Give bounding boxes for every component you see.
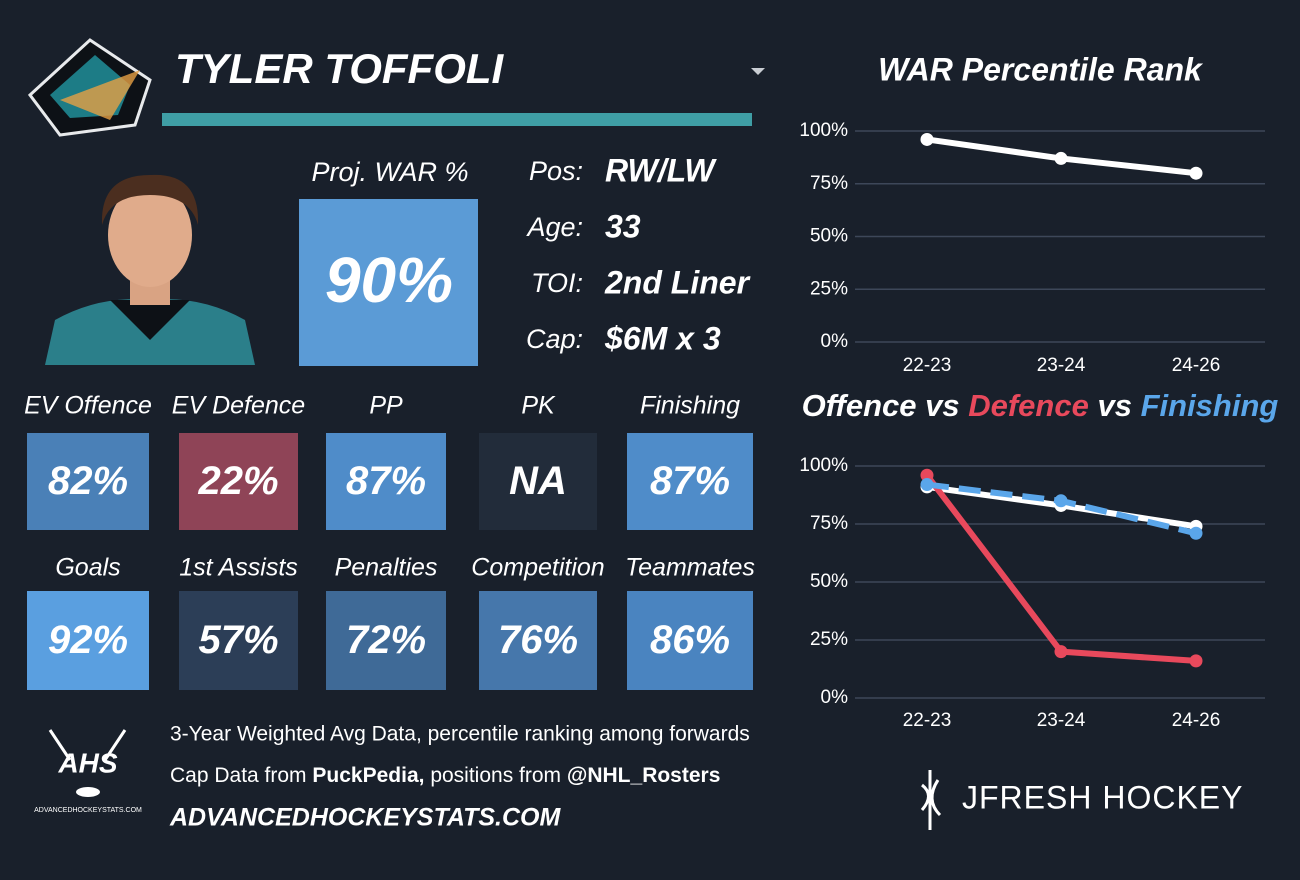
data-point	[920, 132, 934, 146]
projection-label: Proj. WAR %	[311, 157, 468, 187]
footer-source: PuckPedia,	[312, 764, 424, 787]
tile-value: 76%	[498, 618, 578, 662]
y-tick-label: 50%	[810, 226, 848, 247]
tile-label: Competition	[471, 554, 604, 582]
tile	[627, 591, 753, 690]
x-tick-label: 22-23	[903, 710, 952, 731]
footer-note: 3-Year Weighted Avg Data, percentile ran…	[170, 723, 750, 746]
footer-source: @NHL_Rosters	[567, 764, 721, 787]
tile-label: 1st Assists	[179, 554, 298, 582]
tile-label: Penalties	[335, 554, 438, 582]
info-value: 2nd Liner	[604, 264, 751, 300]
player-name: TYLER TOFFOLI	[175, 45, 505, 92]
ahs-logo: AHS ADVANCEDHOCKEYSTATS.COM	[34, 729, 142, 814]
tile-value: 82%	[48, 459, 128, 503]
tile	[479, 591, 597, 690]
info-value: $6M x 3	[604, 320, 721, 356]
player-photo	[45, 174, 255, 365]
tile	[479, 433, 597, 530]
tile-value: 87%	[650, 459, 730, 503]
legend-entry: Defence	[968, 388, 1089, 423]
tile	[326, 433, 446, 530]
tile	[326, 591, 446, 690]
y-tick-label: 25%	[810, 629, 848, 650]
tile-label: PK	[521, 392, 556, 420]
legend-entry: Finishing	[1141, 388, 1279, 423]
y-tick-label: 100%	[799, 455, 848, 476]
tile-value: 92%	[48, 618, 128, 662]
brand: JFRESH HOCKEY	[962, 779, 1243, 815]
y-tick-label: 50%	[810, 571, 848, 592]
tile	[27, 591, 149, 690]
dropdown-arrow[interactable]	[751, 68, 765, 75]
tile-label: PP	[369, 392, 403, 420]
chart-title-joiner: vs	[1097, 388, 1131, 423]
ahs-logo-text: AHS	[57, 747, 117, 778]
info-label: Age:	[525, 212, 583, 242]
info-label: Pos:	[529, 156, 583, 186]
tile	[627, 433, 753, 530]
y-tick-label: 0%	[821, 331, 849, 352]
info-list: Pos: RW/LW Age: 33 TOI: 2nd Liner Cap: $6M x 3	[525, 152, 750, 356]
tile-value: 87%	[346, 459, 426, 503]
tile	[179, 591, 298, 690]
data-point	[1189, 654, 1203, 668]
x-tick-label: 24-26	[1172, 710, 1221, 731]
projection-tile	[299, 199, 478, 366]
tile	[27, 433, 149, 530]
data-point	[1054, 151, 1068, 165]
tile-value: 57%	[198, 618, 278, 662]
data-point	[920, 468, 934, 482]
y-tick-label: 25%	[810, 278, 848, 299]
data-point	[1054, 645, 1068, 659]
data-point	[1189, 526, 1203, 540]
team-logo	[27, 38, 152, 137]
x-tick-label: 22-23	[903, 355, 952, 376]
tile-label: Finishing	[640, 392, 740, 420]
tile-label: Teammates	[625, 554, 755, 582]
footer-text: Cap Data from	[170, 764, 307, 787]
tile	[179, 433, 298, 530]
footer-text: positions from	[430, 764, 561, 787]
stat-tiles: EV Offence 82% EV Defence 22% PP 87% PK NA Finis…	[24, 392, 755, 690]
legend-entry: Offence	[802, 388, 917, 423]
x-tick-label: 23-24	[1037, 355, 1086, 376]
chart-title: WAR Percentile Rank	[878, 51, 1204, 87]
y-tick-label: 75%	[810, 173, 848, 194]
footer-sources: Cap Data from PuckPedia, positions from …	[170, 764, 720, 787]
name-underline	[162, 113, 752, 126]
y-tick-label: 0%	[821, 687, 849, 708]
info-value: RW/LW	[605, 152, 717, 188]
tile-value: 86%	[650, 618, 730, 662]
jfresh-logo	[920, 770, 942, 830]
data-point	[1189, 166, 1203, 180]
tile-label: EV Offence	[24, 392, 152, 420]
tile-label: EV Defence	[172, 392, 305, 420]
chart-title-joiner: vs	[925, 388, 959, 423]
tile-value: NA	[509, 459, 567, 503]
footer-site: ADVANCEDHOCKEYSTATS.COM	[169, 804, 561, 832]
info-label: Cap:	[526, 324, 583, 354]
y-tick-label: 75%	[810, 513, 848, 534]
y-tick-label: 100%	[799, 120, 848, 141]
ahs-logo-subtext: ADVANCEDHOCKEYSTATS.COM	[34, 807, 142, 814]
projection-value: 90%	[325, 244, 453, 316]
x-tick-label: 23-24	[1037, 710, 1086, 731]
tile-value: 22%	[197, 459, 278, 503]
info-label: TOI:	[531, 268, 583, 298]
data-point	[1054, 494, 1068, 508]
x-tick-label: 24-26	[1172, 355, 1221, 376]
data-point	[920, 478, 934, 492]
info-value: 33	[605, 208, 641, 244]
tile-value: 72%	[346, 618, 426, 662]
tile-label: Goals	[55, 554, 120, 582]
chart-title: Offence vs Defence vs Finishing	[802, 388, 1279, 423]
